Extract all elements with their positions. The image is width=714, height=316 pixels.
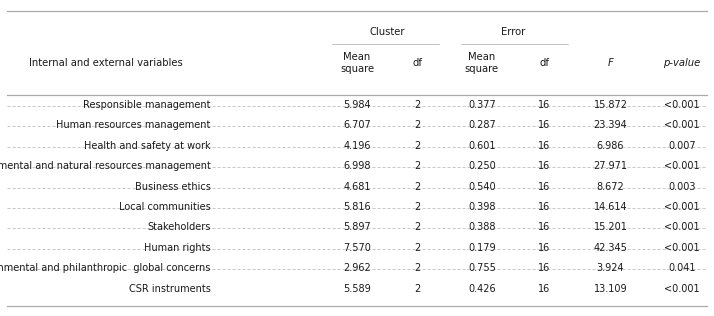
Text: 0.377: 0.377 (468, 100, 496, 110)
Text: 2: 2 (415, 284, 421, 294)
Text: 0.388: 0.388 (468, 222, 496, 232)
Text: 0.041: 0.041 (668, 263, 695, 273)
Text: 5.816: 5.816 (343, 202, 371, 212)
Text: Internal and external variables: Internal and external variables (29, 58, 182, 68)
Text: 16: 16 (538, 182, 550, 191)
Text: 6.998: 6.998 (343, 161, 371, 171)
Text: 4.196: 4.196 (343, 141, 371, 151)
Text: 42.345: 42.345 (593, 243, 628, 253)
Text: Environmental and philanthropic  global concerns: Environmental and philanthropic global c… (0, 263, 211, 273)
Text: 2: 2 (415, 161, 421, 171)
Text: 27.971: 27.971 (593, 161, 628, 171)
Text: 16: 16 (538, 161, 550, 171)
Text: 6.986: 6.986 (597, 141, 624, 151)
Text: 0.601: 0.601 (468, 141, 496, 151)
Text: 16: 16 (538, 222, 550, 232)
Text: 16: 16 (538, 243, 550, 253)
Text: CSR instruments: CSR instruments (129, 284, 211, 294)
Text: 0.179: 0.179 (468, 243, 496, 253)
Text: 5.897: 5.897 (343, 222, 371, 232)
Text: <0.001: <0.001 (664, 222, 700, 232)
Text: 15.201: 15.201 (593, 222, 628, 232)
Text: 5.589: 5.589 (343, 284, 371, 294)
Text: 2: 2 (415, 182, 421, 191)
Text: 8.672: 8.672 (597, 182, 624, 191)
Text: 16: 16 (538, 100, 550, 110)
Text: 2: 2 (415, 263, 421, 273)
Text: 16: 16 (538, 141, 550, 151)
Text: 2: 2 (415, 202, 421, 212)
Text: 0.250: 0.250 (468, 161, 496, 171)
Text: 16: 16 (538, 202, 550, 212)
Text: Human rights: Human rights (144, 243, 211, 253)
Text: F: F (608, 58, 613, 68)
Text: 2: 2 (415, 222, 421, 232)
Text: Human resources management: Human resources management (56, 120, 211, 130)
Text: <0.001: <0.001 (664, 120, 700, 130)
Text: 16: 16 (538, 284, 550, 294)
Text: 7.570: 7.570 (343, 243, 371, 253)
Text: df: df (539, 58, 549, 68)
Text: Business ethics: Business ethics (135, 182, 211, 191)
Text: 14.614: 14.614 (593, 202, 628, 212)
Text: 13.109: 13.109 (593, 284, 628, 294)
Text: <0.001: <0.001 (664, 100, 700, 110)
Text: Mean
square: Mean square (465, 52, 499, 74)
Text: <0.001: <0.001 (664, 243, 700, 253)
Text: Error: Error (501, 27, 525, 37)
Text: Local communities: Local communities (119, 202, 211, 212)
Text: 0.003: 0.003 (668, 182, 695, 191)
Text: 4.681: 4.681 (343, 182, 371, 191)
Text: Mean
square: Mean square (340, 52, 374, 74)
Text: 2: 2 (415, 120, 421, 130)
Text: 6.707: 6.707 (343, 120, 371, 130)
Text: 3.924: 3.924 (597, 263, 624, 273)
Text: 0.755: 0.755 (468, 263, 496, 273)
Text: <0.001: <0.001 (664, 161, 700, 171)
Text: 16: 16 (538, 120, 550, 130)
Text: 0.426: 0.426 (468, 284, 496, 294)
Text: 2: 2 (415, 100, 421, 110)
Text: 2.962: 2.962 (343, 263, 371, 273)
Text: 2: 2 (415, 141, 421, 151)
Text: Health and safety at work: Health and safety at work (84, 141, 211, 151)
Text: 0.007: 0.007 (668, 141, 695, 151)
Text: 16: 16 (538, 263, 550, 273)
Text: p-value: p-value (663, 58, 700, 68)
Text: 2: 2 (415, 243, 421, 253)
Text: 0.540: 0.540 (468, 182, 496, 191)
Text: 0.398: 0.398 (468, 202, 496, 212)
Text: Cluster: Cluster (370, 27, 405, 37)
Text: df: df (413, 58, 423, 68)
Text: 15.872: 15.872 (593, 100, 628, 110)
Text: 5.984: 5.984 (343, 100, 371, 110)
Text: 23.394: 23.394 (593, 120, 628, 130)
Text: <0.001: <0.001 (664, 202, 700, 212)
Text: <0.001: <0.001 (664, 284, 700, 294)
Text: Responsible management: Responsible management (83, 100, 211, 110)
Text: Environmental and natural resources management: Environmental and natural resources mana… (0, 161, 211, 171)
Text: Stakeholders: Stakeholders (147, 222, 211, 232)
Text: 0.287: 0.287 (468, 120, 496, 130)
